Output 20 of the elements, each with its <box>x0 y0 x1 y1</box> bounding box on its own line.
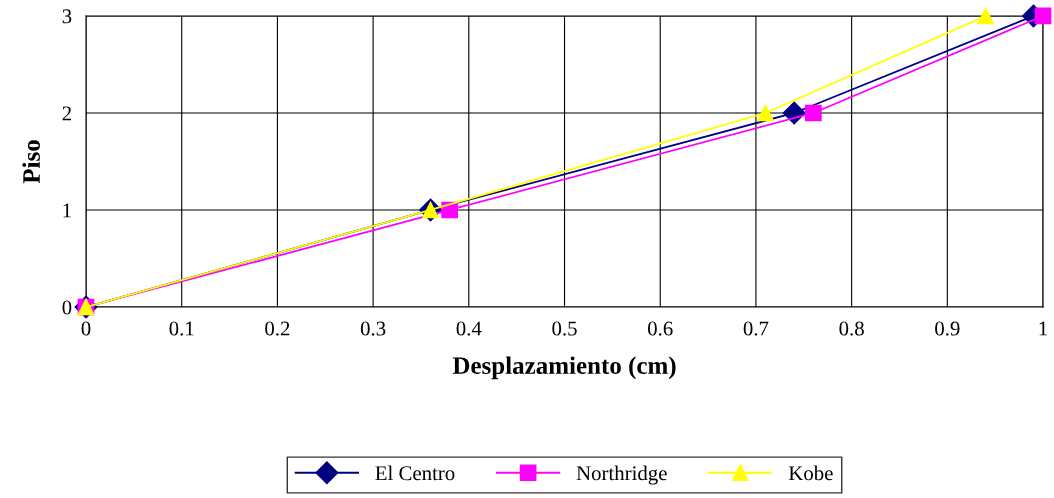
x-tick-label: 0.7 <box>743 321 769 336</box>
x-tick-label: 0 <box>81 321 91 336</box>
y-tick-label: 2 <box>62 106 71 121</box>
y-tick-label: 0 <box>62 300 72 315</box>
x-tick-label: 0.4 <box>456 321 482 336</box>
y-tick-label: 3 <box>62 9 72 24</box>
x-tick-label: 0.2 <box>265 321 290 336</box>
x-tick-label: 0.9 <box>935 321 960 336</box>
legend-label: Northridge <box>576 465 667 485</box>
y-axis-title: Piso <box>22 140 40 184</box>
x-tick-label: 1 <box>1039 321 1047 336</box>
x-tick-label: 0.8 <box>839 321 864 336</box>
x-tick-label: 0.3 <box>360 321 386 336</box>
x-tick-label: 0.5 <box>552 321 577 336</box>
x-axis-title: Desplazamiento (cm) <box>452 356 676 380</box>
x-tick-label: 0.1 <box>169 321 194 336</box>
y-tick-label: 1 <box>63 203 71 218</box>
legend-label: El Centro <box>375 465 455 481</box>
legend-label: Kobe <box>788 465 833 481</box>
x-tick-label: 0.6 <box>648 321 673 336</box>
